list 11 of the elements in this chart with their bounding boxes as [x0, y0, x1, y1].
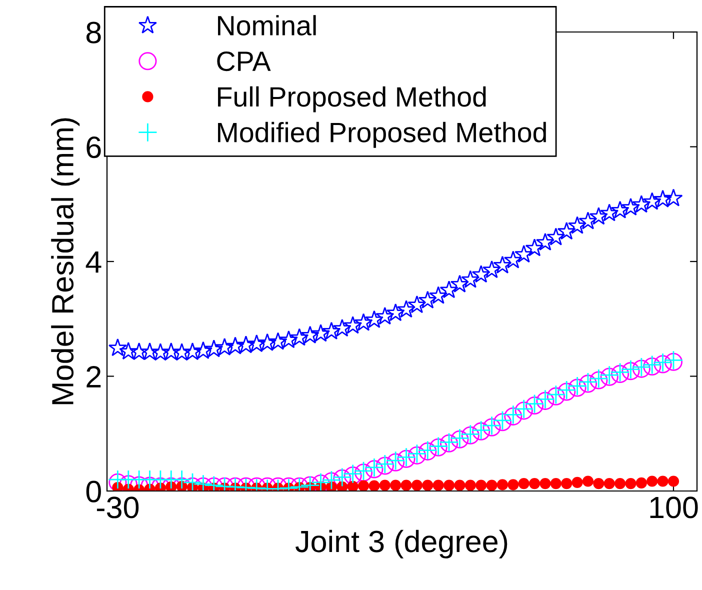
legend-label: CPA [217, 51, 271, 72]
x-axis-title: Joint 3 (degree) [295, 530, 508, 558]
y-tick-label: 4 [86, 252, 102, 273]
legend-label: Nominal [218, 15, 316, 36]
x-tick-label: 100 [650, 496, 698, 518]
y-axis-title: Model Residual (mm) [51, 118, 80, 404]
legend-label: Modified Proposed Method [218, 122, 546, 148]
legend-label: Full Proposed Method [218, 86, 486, 112]
y-tick-label: 6 [86, 136, 101, 158]
y-tick-label: 8 [86, 22, 101, 44]
y-tick-label: 2 [86, 366, 101, 388]
